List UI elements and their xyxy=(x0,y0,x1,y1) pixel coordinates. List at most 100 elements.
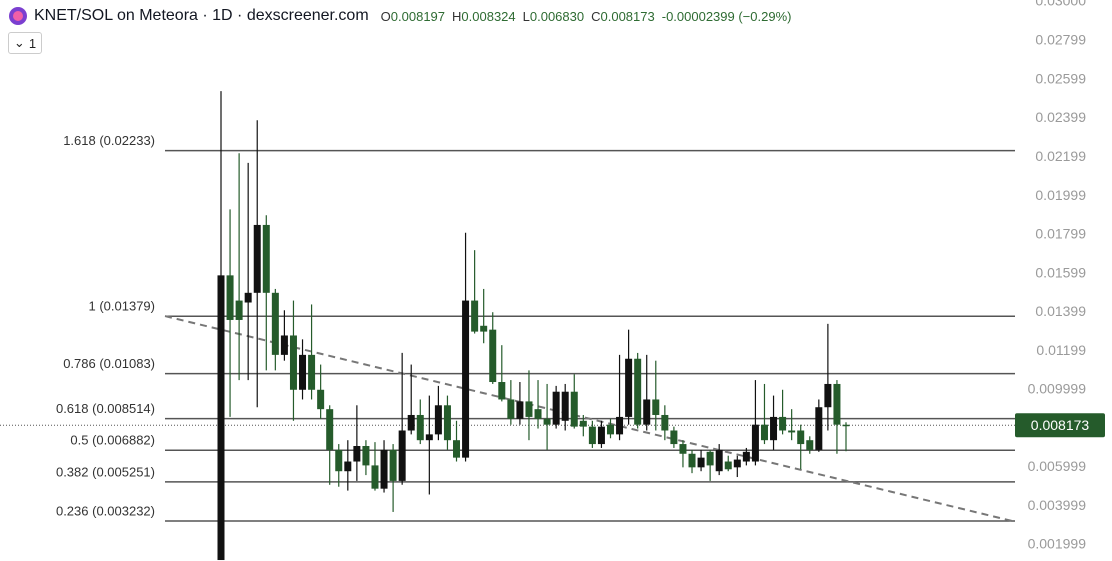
last-price-label: 0.008173 xyxy=(1031,417,1090,433)
candle-body xyxy=(271,292,279,355)
candle-body xyxy=(443,405,451,441)
candle-body xyxy=(797,430,805,445)
candle-body xyxy=(416,414,424,441)
candle-body xyxy=(733,459,741,468)
y-tick-label: 0.005999 xyxy=(1028,458,1087,474)
candle-body xyxy=(425,434,433,441)
candle-body xyxy=(308,354,316,390)
candle-body xyxy=(235,300,243,320)
candle-body xyxy=(643,399,651,425)
chevron: ⌄ xyxy=(13,35,25,50)
candle-body xyxy=(262,224,270,293)
candle-body xyxy=(398,430,406,481)
candle-body xyxy=(534,409,542,419)
candle-body xyxy=(616,416,624,435)
candle-body xyxy=(326,409,334,450)
y-tick-label: 0.003999 xyxy=(1028,497,1087,513)
candle-body xyxy=(280,335,288,355)
y-tick-label: 0.02399 xyxy=(1035,109,1086,125)
y-tick-label: 0.02799 xyxy=(1035,32,1086,48)
candle-body xyxy=(652,399,660,415)
y-tick-label: 0.03000 xyxy=(1035,0,1086,9)
candle-body xyxy=(380,449,388,489)
candle-body xyxy=(453,440,461,458)
trendline xyxy=(164,315,1016,523)
candle-body xyxy=(625,358,633,417)
candle-body xyxy=(317,389,325,410)
candle-body xyxy=(561,391,569,421)
candle-body xyxy=(779,416,787,431)
candle-body xyxy=(815,407,823,450)
y-tick-label: 0.02199 xyxy=(1035,148,1086,164)
ohlc-value: 0.008173 xyxy=(600,8,655,24)
candle-body xyxy=(770,416,778,441)
candle-body xyxy=(697,457,705,468)
interval: 1 xyxy=(28,35,37,51)
fib-label: 0.236 (0.003232) xyxy=(56,503,155,518)
candle-body xyxy=(742,451,750,462)
candle-body xyxy=(597,426,605,445)
candle-body xyxy=(344,461,352,472)
candle-body xyxy=(806,440,814,450)
ohlc-value: 0.008197 xyxy=(390,8,446,24)
candle-body xyxy=(289,335,297,390)
header: KNET/SOL on Meteora · 1D · dexscreener.c… xyxy=(8,6,791,26)
title: KNET/SOL on Meteora · 1D · dexscreener.c… xyxy=(34,7,369,24)
candle-body xyxy=(634,358,642,425)
candle-body xyxy=(253,224,261,293)
candle-body xyxy=(507,399,515,419)
candle-body xyxy=(824,383,832,408)
candle-body xyxy=(498,382,506,400)
candle-body xyxy=(606,424,614,435)
candle-body xyxy=(480,325,488,332)
fib-label: 0.5 (0.006882) xyxy=(70,433,155,448)
candle-body xyxy=(217,275,225,561)
candle-body xyxy=(842,424,850,427)
candle-body xyxy=(579,420,587,427)
ohlc-key: O xyxy=(380,8,391,24)
candle-body xyxy=(661,414,669,431)
y-tick-label: 0.01999 xyxy=(1035,187,1086,203)
y-tick-label: 0.01799 xyxy=(1035,226,1086,242)
candle-body xyxy=(688,453,696,468)
change: -0.00002399 (−0.29%) xyxy=(661,8,792,24)
candle-body xyxy=(543,418,551,425)
candle-body xyxy=(489,329,497,383)
y-tick-label: 0.02599 xyxy=(1035,70,1086,86)
candle-body xyxy=(724,461,732,470)
logo xyxy=(9,7,27,25)
fib-label: 0.618 (0.008514) xyxy=(56,401,155,416)
candle-body xyxy=(833,383,841,425)
candle-body xyxy=(335,449,343,472)
candle-body xyxy=(788,430,796,433)
ohlc-key: C xyxy=(591,8,601,24)
ohlc-value: 0.006830 xyxy=(529,8,585,24)
candle-body xyxy=(299,354,307,390)
candle-body xyxy=(389,449,397,481)
ohlc-key: H xyxy=(452,8,462,24)
candle-body xyxy=(353,446,361,462)
candle-body xyxy=(706,451,714,466)
y-tick-label: 0.01399 xyxy=(1035,303,1086,319)
candle-body xyxy=(588,426,596,445)
y-tick-label: 0.001999 xyxy=(1028,536,1087,552)
candle-body xyxy=(552,391,560,425)
candle-body xyxy=(407,414,415,431)
candle-body xyxy=(462,300,470,458)
candle-body xyxy=(570,391,578,427)
ohlc-key: L xyxy=(522,8,530,24)
candle-body xyxy=(715,449,723,472)
candle-body xyxy=(525,401,533,417)
candle-body xyxy=(471,300,479,332)
y-tick-label: 0.01599 xyxy=(1035,264,1086,280)
candle-body xyxy=(434,405,442,435)
interval-button[interactable]: ⌄ 1 xyxy=(8,32,42,54)
price-box xyxy=(1015,413,1105,438)
candle-body xyxy=(371,465,379,489)
candle-body xyxy=(362,446,370,466)
fib-label: 0.786 (0.01083) xyxy=(63,356,155,371)
candle-body xyxy=(244,292,252,303)
fib-label: 0.382 (0.005251) xyxy=(56,464,155,479)
